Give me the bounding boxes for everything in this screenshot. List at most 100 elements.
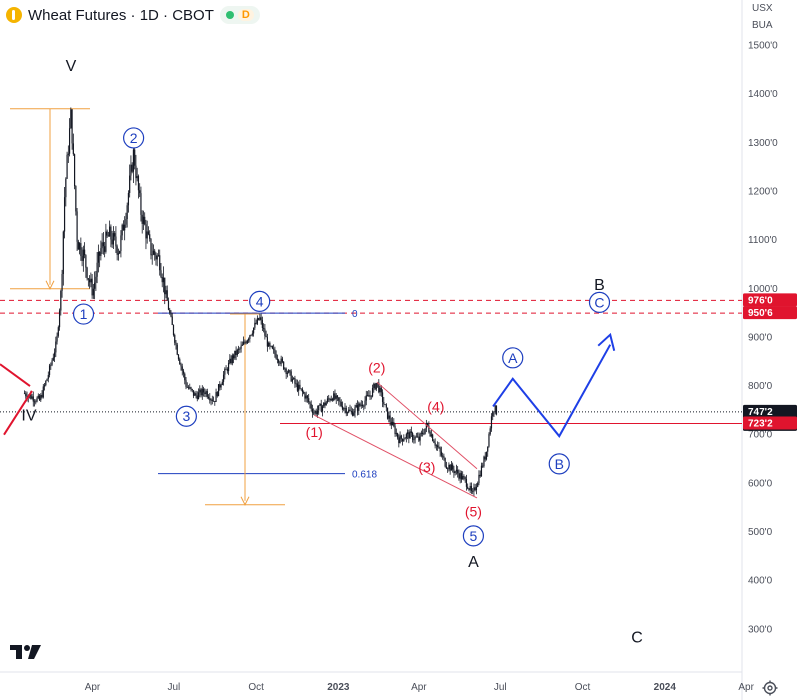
- candle: [358, 401, 360, 416]
- candle: [432, 433, 434, 442]
- candle: [406, 429, 409, 440]
- candle: [229, 354, 231, 365]
- wave-label[interactable]: IV: [21, 407, 36, 424]
- candle: [398, 434, 400, 448]
- x-tick-label: 2023: [327, 682, 350, 693]
- candle: [253, 327, 255, 337]
- candle: [102, 232, 104, 255]
- wave-label[interactable]: (3): [418, 459, 435, 475]
- unit-label[interactable]: BUA: [752, 20, 773, 31]
- candle: [165, 285, 167, 299]
- wave-label[interactable]: 3: [175, 405, 197, 427]
- candle: [57, 325, 59, 338]
- candle: [275, 350, 277, 360]
- y-tick-label: 700'0: [748, 430, 773, 441]
- wave-label[interactable]: 1: [72, 303, 95, 325]
- candle: [479, 470, 481, 478]
- x-tick-label: Oct: [575, 682, 591, 693]
- candle: [79, 242, 81, 255]
- wave-label[interactable]: 4: [249, 290, 271, 312]
- wave-label[interactable]: B: [594, 277, 605, 294]
- svg-text:(1): (1): [306, 424, 323, 440]
- candle: [269, 341, 271, 350]
- candle: [189, 383, 191, 390]
- wave-label[interactable]: 2: [123, 127, 145, 149]
- candle: [323, 402, 325, 409]
- candle: [319, 403, 321, 407]
- wave-label[interactable]: V: [66, 58, 77, 75]
- price-axis: 300'0 400'0 500'0 600'0 700'0 800'0 900'0 1000'…: [743, 41, 797, 635]
- projection-line[interactable]: [492, 344, 612, 438]
- settings-gear-icon[interactable]: [762, 680, 778, 696]
- candle: [150, 238, 152, 260]
- price-tag[interactable]: 950'6: [743, 306, 797, 320]
- svg-text:976'0: 976'0: [748, 295, 773, 306]
- candle: [107, 231, 109, 237]
- wave-label[interactable]: 5: [462, 525, 485, 547]
- svg-text:V: V: [66, 58, 77, 75]
- wave-label[interactable]: (2): [368, 360, 385, 376]
- candle: [206, 388, 208, 399]
- candle: [306, 394, 309, 403]
- candle: [263, 323, 265, 333]
- candle: [132, 142, 135, 183]
- candle: [489, 426, 491, 436]
- candle: [172, 324, 175, 337]
- candle: [205, 389, 207, 398]
- candle: [249, 334, 251, 343]
- candle: [284, 367, 286, 373]
- candle: [67, 145, 69, 163]
- candle: [338, 397, 340, 406]
- candle: [293, 377, 295, 380]
- svg-text:2: 2: [130, 130, 138, 146]
- candle: [60, 289, 62, 316]
- candle: [410, 426, 412, 438]
- candle: [271, 345, 273, 350]
- wave-label[interactable]: (4): [427, 398, 444, 414]
- candle: [423, 428, 425, 436]
- y-tick-label: 1200'0: [748, 186, 778, 197]
- candle: [50, 362, 52, 370]
- wave-label[interactable]: (1): [306, 424, 323, 440]
- wave-label[interactable]: B: [548, 453, 570, 475]
- candle: [389, 410, 391, 426]
- candle: [483, 455, 485, 468]
- x-tick-label: Apr: [738, 682, 754, 693]
- candle: [125, 212, 127, 228]
- chart-title: Wheat Futures · 1D · CBOT: [28, 6, 214, 24]
- price-tag[interactable]: 976'0: [743, 293, 797, 307]
- candle: [167, 297, 170, 311]
- currency-label[interactable]: USX: [752, 3, 773, 14]
- candle: [315, 408, 317, 417]
- candle: [197, 388, 200, 400]
- wave-label[interactable]: A: [502, 347, 524, 369]
- candle: [343, 407, 345, 412]
- wave-label[interactable]: A: [468, 554, 479, 571]
- candle: [136, 167, 138, 182]
- candle: [465, 474, 468, 491]
- candle: [147, 226, 150, 236]
- price-tag[interactable]: 723'2: [743, 416, 797, 430]
- candle: [375, 383, 377, 392]
- candle: [77, 239, 79, 250]
- arrowhead: [240, 496, 250, 506]
- candle: [43, 383, 46, 391]
- x-tick-label: Apr: [85, 682, 101, 693]
- candle: [200, 387, 202, 398]
- candle: [369, 390, 371, 401]
- candle: [458, 469, 460, 481]
- status-pill[interactable]: D: [219, 6, 260, 24]
- candle: [364, 396, 366, 409]
- candle: [324, 399, 326, 409]
- candle: [248, 337, 250, 343]
- candle: [418, 432, 420, 443]
- wave-label[interactable]: C: [631, 630, 643, 647]
- wave-label[interactable]: C: [588, 291, 611, 313]
- candle: [220, 383, 222, 390]
- candle: [448, 462, 450, 472]
- candle: [181, 363, 183, 376]
- wave-label[interactable]: (5): [465, 504, 482, 520]
- candle: [250, 334, 252, 337]
- candle: [345, 405, 347, 417]
